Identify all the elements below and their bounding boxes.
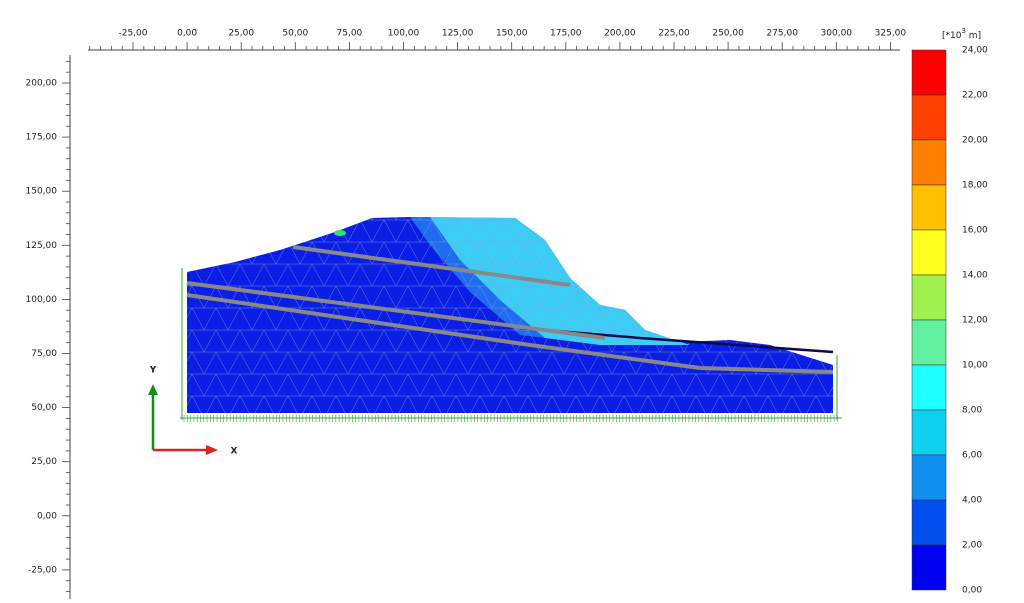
y-ruler-label: 25,00	[31, 457, 57, 467]
unit-exponent: 3	[961, 27, 965, 35]
y-ruler-label: 100,00	[26, 295, 58, 305]
legend-swatch	[911, 544, 947, 591]
legend-swatch	[911, 49, 947, 96]
legend-label: 6,00	[962, 451, 982, 461]
x-ruler-label: 125,00	[442, 29, 474, 39]
reinforcement	[292, 245, 571, 287]
legend-swatch	[911, 229, 947, 276]
mesh	[187, 217, 833, 413]
legend-label: 12,00	[962, 316, 988, 326]
x-ruler-label: 325,00	[875, 29, 907, 39]
y-ruler-label: 75,00	[31, 349, 57, 359]
legend: [*103 m] 24,00 22,00 20,00 18,00 16,00 14,00 1…	[911, 27, 988, 596]
arrow-head	[148, 384, 158, 395]
x-ruler-label: 25,00	[228, 29, 254, 39]
y-ruler-label: 50,00	[31, 403, 57, 413]
y-ruler-label: 150,00	[26, 187, 58, 197]
y-ruler-label: 175,00	[26, 133, 58, 143]
x-ruler-label: 225,00	[658, 29, 690, 39]
legend-swatch	[911, 184, 947, 231]
legend-label: 4,00	[962, 496, 982, 506]
y-ruler-label: 125,00	[26, 241, 58, 251]
legend-unit: [*103 m]	[942, 27, 981, 41]
legend-label: 10,00	[962, 361, 988, 371]
y-ruler-label: 0,00	[37, 511, 57, 521]
axis-label: X	[231, 447, 238, 457]
reinforcement	[186, 281, 606, 340]
axis-label: Y	[149, 366, 157, 376]
x-ruler-label: 150,00	[496, 29, 528, 39]
legend-label: 8,00	[962, 406, 982, 416]
unit-suffix: m]	[966, 31, 981, 41]
legend-swatch	[911, 139, 947, 186]
legend-swatch	[911, 409, 947, 456]
x-ruler-label: 200,00	[604, 29, 636, 39]
x-ruler-label: 175,00	[550, 29, 582, 39]
x-ruler-label: 300,00	[821, 29, 853, 39]
y-ruler-label: 200,00	[26, 79, 58, 89]
x-ruler-label: 50,00	[282, 29, 308, 39]
model: Y X	[148, 217, 842, 457]
legend-swatch	[911, 94, 947, 141]
y-ruler-label: -25,00	[28, 565, 57, 575]
legend-swatch	[911, 454, 947, 501]
x-ruler-label: 250,00	[712, 29, 744, 39]
unit-prefix: [*10	[942, 31, 962, 41]
legend-label: 2,00	[962, 541, 982, 551]
x-ruler-label: 75,00	[337, 29, 363, 39]
arrow-head	[206, 445, 218, 455]
reinforcement	[186, 293, 834, 374]
x-ruler-label: 100,00	[388, 29, 420, 39]
legend-swatch	[911, 274, 947, 321]
x-ruler-label: 0,00	[177, 29, 197, 39]
legend-swatch	[911, 319, 947, 366]
legend-swatch	[911, 364, 947, 411]
x-ruler-label: 275,00	[766, 29, 798, 39]
legend-label: 0,00	[962, 586, 982, 596]
soil-spot	[334, 230, 346, 236]
x-ruler-label: -25,00	[118, 29, 147, 39]
legend-label: 18,00	[962, 181, 988, 191]
legend-label: 16,00	[962, 226, 988, 236]
legend-label: 24,00	[962, 46, 988, 56]
legend-label: 14,00	[962, 271, 988, 281]
legend-label: 22,00	[962, 91, 988, 101]
legend-swatch	[911, 499, 947, 546]
legend-label: 20,00	[962, 136, 988, 146]
